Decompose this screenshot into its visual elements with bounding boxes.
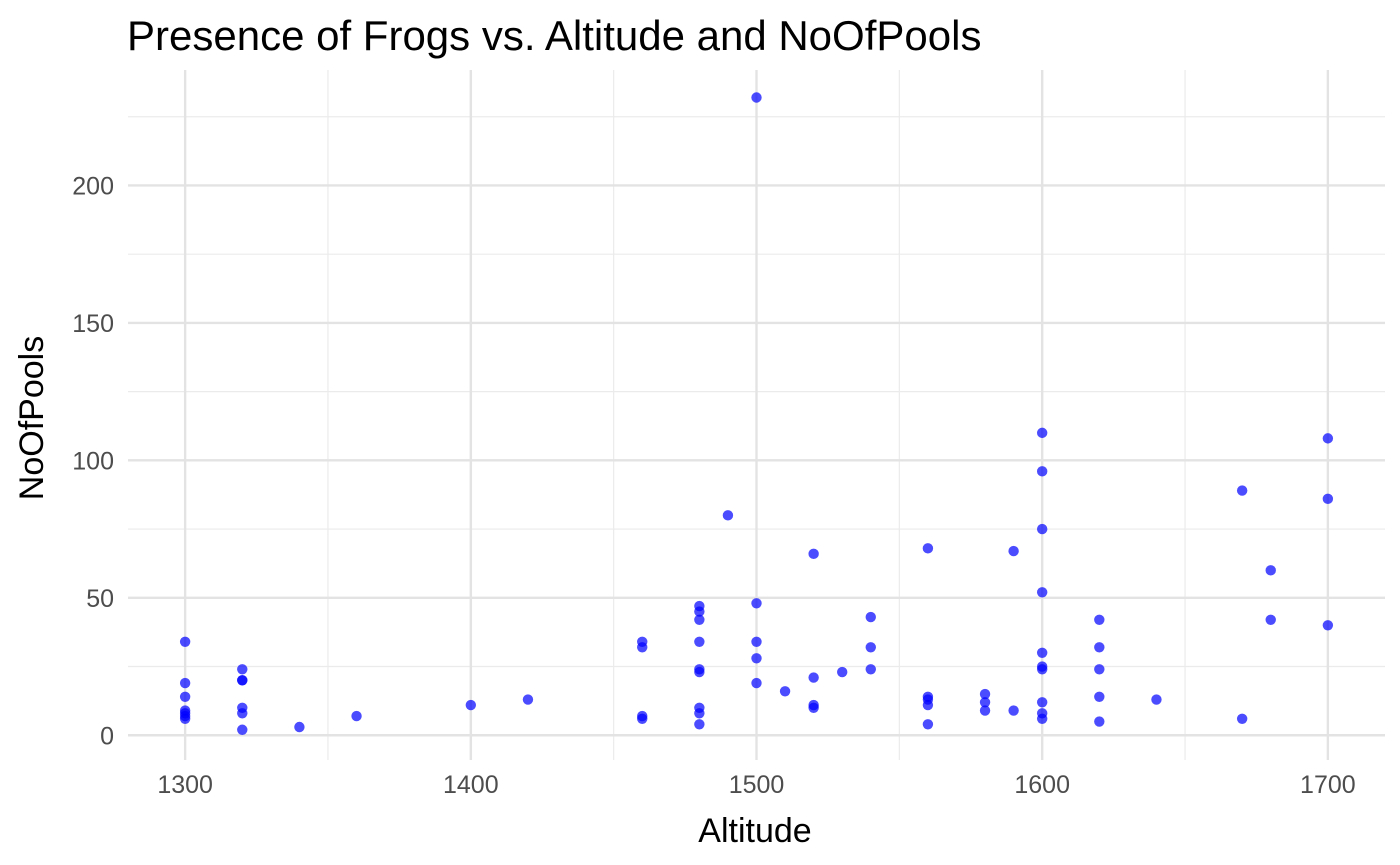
data-point (1094, 691, 1105, 702)
data-point (1036, 664, 1048, 675)
data-point (751, 636, 762, 647)
data-point (922, 719, 934, 730)
x-tick-label: 1400 (443, 771, 499, 799)
data-point (979, 688, 991, 700)
data-point (837, 666, 848, 678)
data-point (179, 713, 191, 724)
data-point (1036, 713, 1048, 724)
data-point (922, 543, 934, 554)
y-tick-label: 50 (86, 585, 114, 613)
data-point (1008, 705, 1019, 716)
data-point (694, 719, 705, 730)
data-point (808, 548, 819, 560)
data-point (1036, 466, 1048, 477)
x-tick-labels: 1300 1400 1500 1600 1700 (157, 771, 1355, 799)
data-point (694, 614, 705, 626)
y-tick-label: 100 (72, 447, 114, 475)
x-tick-label: 1500 (729, 771, 785, 799)
data-point (179, 636, 191, 647)
x-tick-label: 1600 (1014, 771, 1070, 799)
data-point (751, 653, 762, 664)
data-point (1094, 716, 1105, 727)
data-point (1094, 642, 1105, 653)
data-point (1151, 694, 1162, 705)
chart-title: Presence of Frogs vs. Altitude and NoOfP… (127, 12, 982, 59)
data-point (808, 702, 819, 713)
data-point (237, 708, 248, 719)
data-point (779, 686, 791, 697)
data-point (1036, 697, 1048, 708)
x-tick-label: 1700 (1300, 771, 1356, 799)
data-point (1094, 614, 1105, 626)
y-tick-label: 0 (100, 722, 114, 750)
data-point (1322, 433, 1334, 444)
data-point (237, 724, 248, 735)
data-point (694, 636, 705, 647)
data-point (1036, 427, 1048, 439)
data-point (237, 664, 248, 675)
data-point (922, 699, 934, 711)
data-point (179, 691, 191, 702)
data-point (722, 510, 734, 521)
data-point (1036, 523, 1048, 535)
y-tick-labels: 0 50 100 150 200 (72, 172, 114, 750)
data-point (351, 710, 362, 722)
data-point (237, 675, 248, 686)
data-point (1008, 545, 1019, 557)
data-point (865, 664, 876, 675)
data-point (637, 642, 648, 653)
x-axis-title: Altitude (698, 812, 811, 850)
y-axis-title: NoOfPools (13, 336, 51, 500)
data-points (179, 92, 1334, 735)
data-point (751, 598, 762, 609)
x-tick-label: 1300 (157, 771, 213, 799)
data-point (694, 708, 705, 719)
data-point (179, 677, 191, 689)
data-point (1036, 587, 1048, 598)
data-point (751, 92, 762, 103)
data-point (1236, 485, 1248, 496)
data-point (865, 642, 876, 653)
y-tick-label: 150 (72, 310, 114, 338)
data-point (979, 705, 991, 716)
data-point (637, 713, 648, 724)
data-point (1322, 620, 1334, 631)
data-point (865, 611, 876, 623)
data-point (979, 697, 991, 708)
data-point (1094, 664, 1105, 675)
data-point (1322, 493, 1334, 505)
data-point (694, 606, 705, 617)
data-point (1236, 713, 1248, 724)
data-point (522, 694, 534, 705)
data-point (1265, 614, 1276, 626)
data-point (294, 721, 305, 733)
data-point (808, 672, 819, 683)
data-point (1265, 565, 1276, 576)
data-point (694, 666, 705, 678)
data-point (751, 677, 762, 689)
data-point (465, 699, 477, 711)
data-point (1036, 647, 1048, 658)
y-tick-label: 200 (72, 172, 114, 200)
